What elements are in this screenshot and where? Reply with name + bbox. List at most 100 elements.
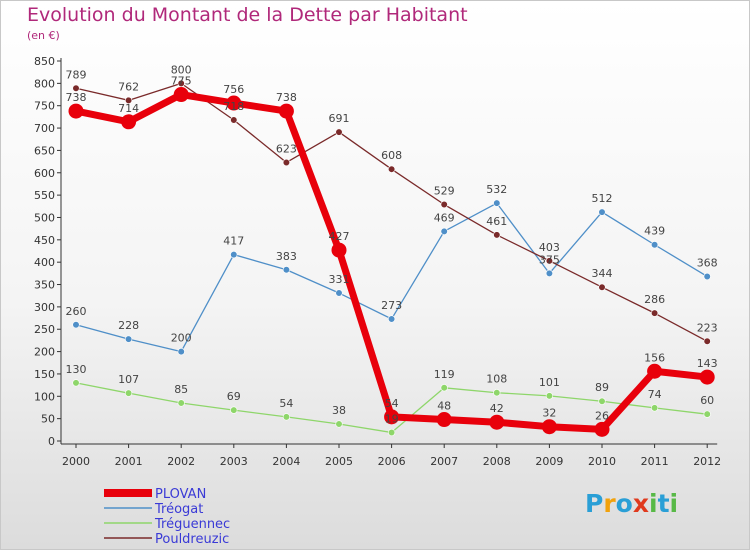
- data-label: 286: [644, 293, 665, 306]
- data-label: 85: [174, 383, 188, 396]
- series-line: [75, 202, 708, 353]
- data-point: [388, 315, 396, 323]
- logo-letter: r: [603, 489, 616, 518]
- y-tick-label: 850: [34, 55, 55, 68]
- data-label: 383: [276, 250, 297, 263]
- legend-label: Tréguennec: [154, 517, 230, 532]
- data-label: 119: [434, 368, 455, 381]
- x-tick-label: 2000: [62, 455, 90, 468]
- data-point: [72, 379, 80, 387]
- data-label: 101: [539, 376, 560, 389]
- y-tick-label: 50: [41, 413, 55, 426]
- y-tick-label: 0: [48, 435, 55, 448]
- logo-letter: o: [615, 489, 633, 518]
- data-label: 19: [385, 413, 399, 426]
- data-label: 143: [697, 357, 718, 370]
- data-label: 74: [648, 388, 662, 401]
- data-label: 89: [595, 381, 609, 394]
- x-tick-label: 2007: [430, 455, 458, 468]
- data-point: [173, 87, 189, 103]
- data-point: [493, 389, 501, 397]
- data-label: 156: [644, 351, 665, 364]
- data-point: [230, 116, 238, 124]
- y-tick-label: 300: [34, 301, 55, 314]
- data-point: [388, 165, 396, 173]
- data-point: [121, 114, 137, 130]
- data-label: 529: [434, 185, 455, 198]
- x-tick-label: 2009: [535, 455, 563, 468]
- data-label: 403: [539, 241, 560, 254]
- data-label: 200: [171, 332, 192, 345]
- data-point: [124, 335, 133, 343]
- y-tick-label: 800: [34, 77, 55, 90]
- data-label: 427: [329, 230, 350, 243]
- data-point: [541, 419, 557, 435]
- data-label: 26: [595, 409, 609, 422]
- data-label: 775: [171, 75, 192, 88]
- data-point: [72, 321, 80, 329]
- data-label: 756: [223, 83, 244, 96]
- x-tick-label: 2008: [483, 455, 511, 468]
- data-label: 469: [434, 211, 455, 224]
- y-tick-label: 550: [34, 189, 55, 202]
- data-point: [72, 84, 80, 92]
- logo-letter: t: [657, 489, 670, 518]
- x-tick-label: 2006: [378, 455, 406, 468]
- data-point: [282, 413, 291, 421]
- data-point: [703, 272, 711, 281]
- data-point: [177, 399, 185, 407]
- data-label: 54: [279, 397, 293, 410]
- series-tréguennec: [72, 379, 711, 437]
- data-point: [650, 404, 659, 412]
- y-tick-label: 450: [34, 234, 55, 247]
- data-point: [440, 227, 448, 235]
- data-point: [335, 420, 343, 428]
- data-label: 54: [385, 397, 399, 410]
- y-tick-label: 250: [34, 323, 55, 336]
- data-label: 461: [486, 215, 507, 228]
- data-point: [650, 309, 659, 317]
- data-label: 108: [486, 373, 507, 386]
- x-tick-label: 2003: [220, 455, 248, 468]
- data-point: [230, 406, 238, 414]
- y-tick-label: 150: [34, 368, 55, 381]
- data-label: 532: [486, 183, 507, 196]
- data-label: 107: [118, 373, 139, 386]
- x-tick-label: 2004: [272, 455, 300, 468]
- data-label: 789: [66, 68, 87, 81]
- data-point: [282, 158, 291, 167]
- data-point: [545, 269, 554, 277]
- data-label: 417: [223, 235, 244, 248]
- data-label: 439: [644, 225, 665, 238]
- logo-letter: x: [632, 489, 649, 518]
- data-label: 60: [700, 394, 714, 407]
- x-tick-label: 2002: [167, 455, 195, 468]
- data-label: 375: [539, 253, 560, 266]
- data-point: [594, 421, 610, 437]
- data-point: [384, 409, 400, 425]
- data-label: 762: [118, 80, 139, 93]
- x-tick-label: 2012: [693, 455, 721, 468]
- x-tick-label: 2005: [325, 455, 353, 468]
- data-point: [335, 289, 343, 297]
- data-point: [703, 337, 711, 345]
- y-tick-label: 600: [34, 167, 55, 180]
- data-label: 32: [542, 407, 556, 420]
- data-point: [650, 241, 659, 249]
- data-label: 38: [332, 404, 346, 417]
- data-point: [436, 412, 452, 428]
- data-label: 714: [118, 102, 139, 115]
- data-label: 800: [171, 63, 192, 76]
- data-label: 691: [329, 112, 350, 125]
- data-label: 344: [592, 267, 613, 280]
- legend-label: PLOVAN: [155, 487, 206, 502]
- logo-letter: P: [585, 489, 604, 518]
- series-pouldreuzic: [72, 79, 711, 345]
- data-label: 368: [697, 256, 718, 269]
- data-label: 331: [329, 273, 350, 286]
- data-point: [440, 384, 448, 392]
- proxiti-logo: Proxiti: [585, 489, 678, 518]
- data-point: [282, 266, 291, 274]
